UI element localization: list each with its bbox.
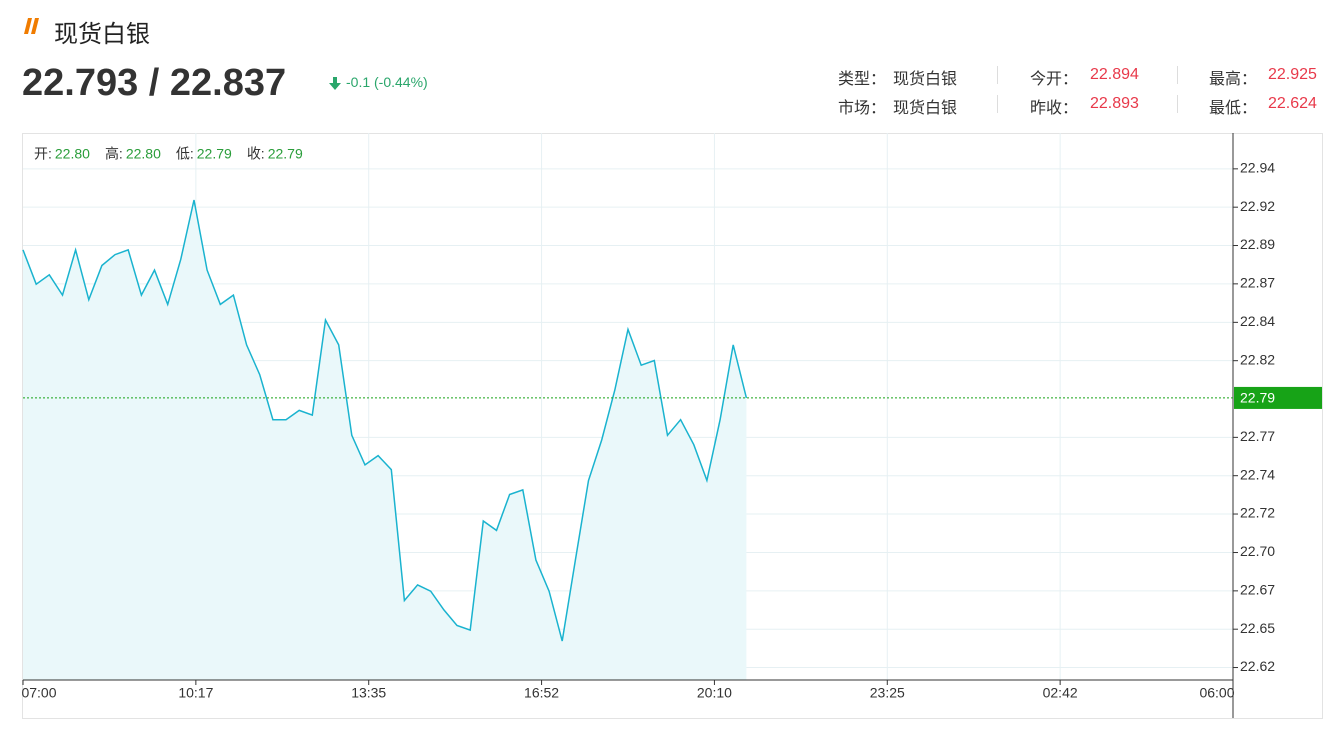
y-tick-label: 22.62 [1240,658,1275,674]
info-value: 22.894 [1090,66,1139,83]
ohlc-label: 收: [247,146,265,162]
chart-frame [22,133,1323,719]
y-tick-label: 22.72 [1240,505,1275,521]
price: 22.793 / 22.837 [22,62,287,104]
x-tick-label: 10:17 [178,685,213,701]
info-label: 市场： [838,98,887,117]
info-label: 昨收： [1030,98,1079,117]
current-price-label: 22.79 [1240,390,1275,406]
x-tick-label: 06:00 [1199,685,1234,701]
x-tick-label: 07:00 [21,685,56,701]
info-label: 最高： [1209,69,1258,88]
logo-icon [24,18,39,34]
y-tick-label: 22.82 [1240,351,1275,367]
ohlc-value: 22.80 [126,146,161,162]
x-tick-label: 02:42 [1043,685,1078,701]
x-tick-label: 23:25 [870,685,905,701]
y-tick-label: 22.87 [1240,275,1275,291]
y-tick-label: 22.92 [1240,198,1275,214]
info-label: 最低： [1209,98,1258,117]
info-value: 22.624 [1268,95,1317,112]
y-tick-label: 22.77 [1240,428,1275,444]
ohlc-value: 22.80 [55,146,90,162]
info-value: 22.893 [1090,95,1139,112]
ohlc-value: 22.79 [268,146,303,162]
x-tick-label: 13:35 [351,685,386,701]
title: 现货白银 [54,20,150,48]
separator [997,66,998,84]
y-tick-label: 22.74 [1240,466,1275,482]
x-tick-label: 20:10 [697,685,732,701]
separator [997,95,998,113]
info-value: 现货白银 [893,69,958,88]
ohlc-label: 开: [34,146,52,162]
down-arrow [329,77,341,90]
ohlc-value: 22.79 [197,146,232,162]
info-label: 类型： [838,69,887,88]
separator [1177,66,1178,84]
info-value: 现货白银 [893,98,958,117]
price-line [22,199,748,642]
info-value: 22.925 [1268,66,1317,83]
y-tick-label: 22.65 [1240,620,1275,636]
info-label: 今开： [1030,69,1079,88]
y-tick-label: 22.94 [1240,160,1275,176]
y-tick-label: 22.70 [1240,543,1275,559]
separator [1177,95,1178,113]
y-tick-label: 22.89 [1240,236,1275,252]
change: -0.1 (-0.44%) [346,74,428,90]
area [23,200,747,680]
current-price-box [1234,386,1322,409]
y-tick-label: 22.84 [1240,313,1275,329]
ohlc-label: 低: [176,146,194,162]
x-tick-label: 16:52 [524,685,559,701]
y-tick-label: 22.67 [1240,582,1275,598]
ohlc-label: 高: [105,146,123,162]
